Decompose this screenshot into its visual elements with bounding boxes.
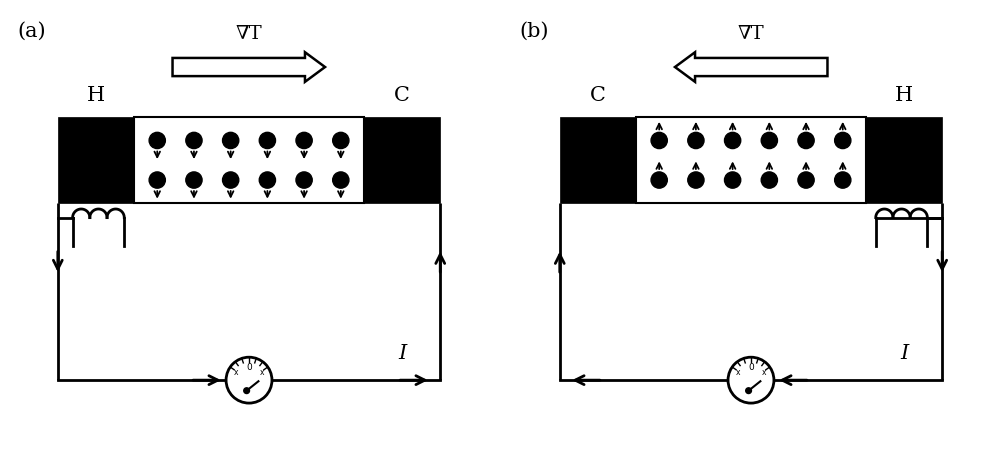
Text: x: x — [735, 368, 740, 377]
Circle shape — [223, 172, 239, 188]
Circle shape — [724, 132, 741, 149]
Circle shape — [798, 172, 814, 188]
Text: 0: 0 — [748, 363, 754, 372]
Bar — [866, 117, 942, 203]
Text: x: x — [233, 368, 238, 377]
Circle shape — [223, 132, 239, 149]
Text: (a): (a) — [17, 22, 46, 41]
Text: H: H — [895, 86, 913, 105]
Bar — [636, 117, 866, 203]
Circle shape — [186, 132, 202, 149]
Circle shape — [259, 172, 276, 188]
Circle shape — [835, 132, 851, 149]
Text: I: I — [398, 344, 406, 364]
FancyArrow shape — [675, 52, 827, 82]
Circle shape — [746, 388, 751, 394]
Bar — [134, 117, 364, 203]
Bar — [58, 117, 134, 203]
Circle shape — [651, 132, 667, 149]
Text: (b): (b) — [519, 22, 549, 41]
Circle shape — [333, 172, 349, 188]
Circle shape — [149, 172, 165, 188]
Text: 0: 0 — [246, 363, 252, 372]
Circle shape — [244, 388, 250, 394]
Circle shape — [761, 132, 777, 149]
Text: x: x — [762, 368, 767, 377]
Circle shape — [296, 172, 312, 188]
Circle shape — [333, 132, 349, 149]
Circle shape — [186, 172, 202, 188]
Circle shape — [835, 172, 851, 188]
Circle shape — [296, 132, 312, 149]
Circle shape — [798, 132, 814, 149]
Text: ∇T: ∇T — [738, 25, 764, 43]
Text: C: C — [394, 86, 410, 105]
Text: x: x — [260, 368, 265, 377]
Circle shape — [728, 357, 774, 403]
Circle shape — [688, 172, 704, 188]
Circle shape — [688, 132, 704, 149]
FancyArrow shape — [173, 52, 325, 82]
Circle shape — [651, 172, 667, 188]
Circle shape — [761, 172, 777, 188]
Circle shape — [226, 357, 272, 403]
Bar — [364, 117, 440, 203]
Circle shape — [259, 132, 276, 149]
Circle shape — [149, 132, 165, 149]
Text: I: I — [900, 344, 908, 364]
Circle shape — [724, 172, 741, 188]
Text: C: C — [590, 86, 606, 105]
Text: H: H — [87, 86, 105, 105]
Bar — [560, 117, 636, 203]
Text: ∇T: ∇T — [236, 25, 262, 43]
